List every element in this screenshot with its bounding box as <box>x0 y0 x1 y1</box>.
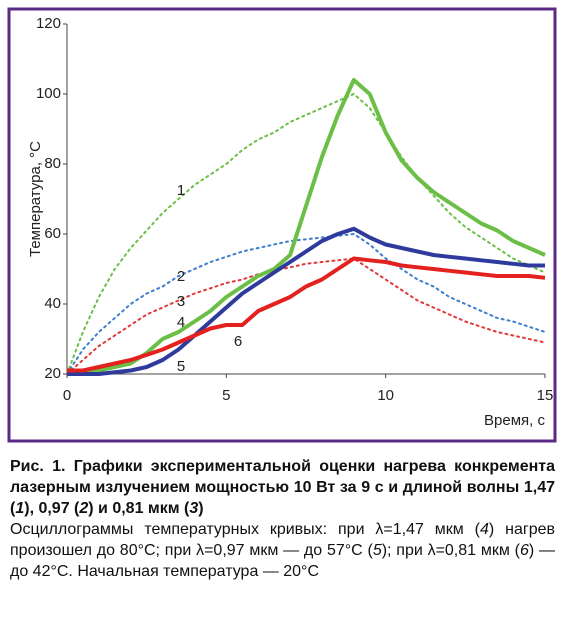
series-line <box>66 93 546 375</box>
caption-text: Осциллограммы температурных кривых: при … <box>10 521 481 538</box>
x-tick-label: 10 <box>377 387 394 404</box>
caption-text: Рис. 1. Графики экспериментальной оценки… <box>10 458 555 517</box>
caption-text: ) и 0,81 мкм ( <box>88 500 190 517</box>
series-label: 4 <box>177 314 185 331</box>
caption-text: 3 <box>189 500 199 517</box>
y-tick-label: 40 <box>44 295 61 312</box>
series-label: 5 <box>177 358 185 375</box>
caption-text: ), 0,97 ( <box>24 500 80 517</box>
series-line <box>67 256 546 373</box>
y-tick-label: 20 <box>44 365 61 382</box>
x-tick-label: 15 <box>537 387 554 404</box>
caption-text: 6 <box>519 542 529 559</box>
series-line <box>66 233 546 375</box>
caption-body: Осциллограммы температурных кривых: при … <box>10 519 555 582</box>
caption-text: ) нагрев произошел до 80°С; при λ=0,97 м… <box>10 521 556 559</box>
caption: Рис. 1. Графики экспериментальной оценки… <box>10 456 555 582</box>
caption-text: ) <box>198 500 204 517</box>
y-tick-label: 60 <box>44 225 61 242</box>
x-tick-label: 5 <box>222 387 230 404</box>
y-axis-label: Температура, °C <box>27 141 44 257</box>
caption-text: 2 <box>79 500 89 517</box>
y-tick-label: 100 <box>36 85 61 102</box>
caption-text: 5 <box>372 542 382 559</box>
chart: Температура, °C Время, с 20 40 60 80 100 120 0… <box>7 7 557 443</box>
chart-frame <box>7 7 557 443</box>
caption-text: 1 <box>15 500 25 517</box>
series-label: 6 <box>234 333 242 350</box>
y-tick-label: 80 <box>44 155 61 172</box>
series-label: 2 <box>177 268 185 285</box>
series-label: 3 <box>177 293 185 310</box>
series-label: 1 <box>177 182 185 199</box>
caption-text: 4 <box>480 521 489 538</box>
series-line <box>67 78 546 373</box>
caption-title: Рис. 1. Графики экспериментальной оценки… <box>10 456 555 519</box>
y-tick-label: 120 <box>36 15 61 32</box>
x-tick-label: 0 <box>63 387 71 404</box>
x-axis-label: Время, с <box>484 412 545 429</box>
caption-text: ) — до 42°С. Начальная температура — 20°… <box>10 542 555 580</box>
series-line <box>67 226 545 376</box>
series-line <box>66 257 546 375</box>
caption-text: ); при λ=0,81 мкм ( <box>381 542 520 559</box>
